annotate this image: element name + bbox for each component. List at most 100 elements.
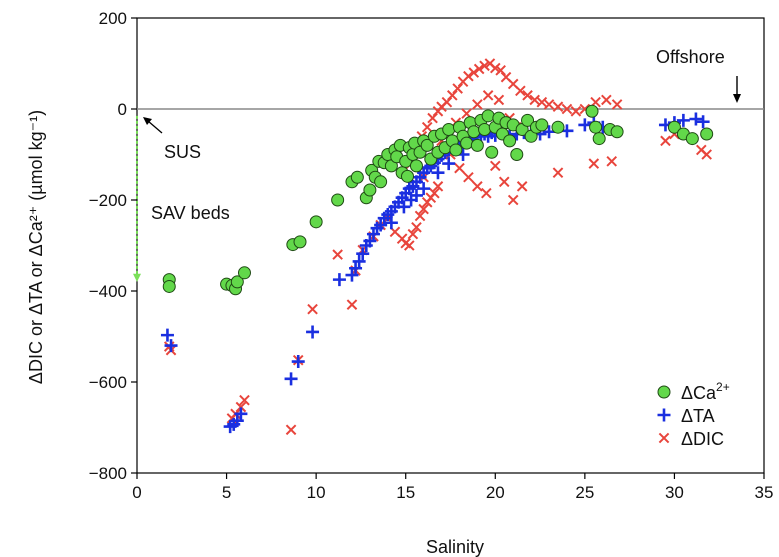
point-ca bbox=[237, 266, 251, 280]
point-ca bbox=[685, 132, 699, 146]
point-ca bbox=[293, 235, 307, 249]
point-dic bbox=[403, 240, 415, 251]
zero-line-layer bbox=[133, 108, 764, 282]
point-ca bbox=[449, 143, 463, 157]
point-dic bbox=[495, 65, 506, 76]
legend: ΔCa2+ ΔTA ΔDIC bbox=[657, 380, 730, 449]
legend-label-ta: ΔTA bbox=[681, 406, 715, 426]
series-ca bbox=[162, 104, 714, 296]
point-dic bbox=[536, 96, 548, 108]
point-ta bbox=[164, 339, 178, 353]
point-ta bbox=[306, 325, 320, 339]
point-dic bbox=[432, 181, 444, 192]
point-dic bbox=[463, 70, 474, 82]
point-dic bbox=[463, 171, 474, 183]
point-dic bbox=[468, 67, 480, 78]
point-dic bbox=[570, 105, 582, 117]
series-layer bbox=[160, 58, 714, 436]
point-dic bbox=[507, 194, 519, 206]
point-ca bbox=[420, 138, 434, 152]
point-dic bbox=[611, 99, 623, 110]
point-ca bbox=[374, 175, 388, 189]
point-ca bbox=[331, 193, 345, 207]
point-ta bbox=[332, 273, 346, 287]
x-tick-label: 15 bbox=[396, 483, 415, 502]
point-dic bbox=[421, 121, 433, 133]
x-tick-label: 5 bbox=[222, 483, 231, 502]
point-dic bbox=[482, 90, 494, 101]
point-dic bbox=[473, 63, 485, 75]
point-dic bbox=[498, 176, 510, 188]
point-ta bbox=[363, 234, 377, 248]
point-ca bbox=[485, 145, 499, 159]
point-ta bbox=[291, 355, 305, 369]
point-ca bbox=[162, 279, 176, 293]
legend-marker-ta bbox=[657, 408, 671, 422]
point-ca bbox=[503, 134, 517, 148]
point-ta bbox=[397, 200, 411, 214]
point-dic bbox=[516, 181, 528, 192]
x-tick-label: 10 bbox=[307, 483, 326, 502]
x-tick-label: 35 bbox=[755, 483, 774, 502]
point-ca bbox=[700, 127, 714, 141]
point-ta bbox=[676, 113, 690, 127]
offshore-arrow-icon bbox=[733, 94, 741, 103]
plot-border bbox=[136, 17, 765, 474]
point-dic bbox=[543, 99, 555, 110]
point-ca bbox=[592, 132, 606, 146]
point-ca bbox=[585, 104, 599, 118]
point-dic bbox=[235, 401, 247, 413]
point-ca bbox=[350, 170, 364, 184]
point-dic bbox=[441, 96, 453, 108]
x-tick-label: 30 bbox=[665, 483, 684, 502]
legend-label-dic: ΔDIC bbox=[681, 429, 724, 449]
legend-marker-dic bbox=[658, 432, 670, 444]
point-ta bbox=[578, 118, 592, 132]
axis-ticks: 0 5 10 15 20 25 30 35 200 0 −200 −400 −600 −800 bbox=[89, 9, 774, 502]
point-ca bbox=[363, 183, 377, 197]
point-ta bbox=[384, 216, 398, 230]
point-dic bbox=[239, 394, 250, 406]
point-ca bbox=[467, 125, 481, 139]
point-dic bbox=[588, 158, 600, 169]
point-ta bbox=[689, 112, 703, 126]
point-dic bbox=[481, 187, 492, 199]
point-ca bbox=[521, 113, 535, 127]
offshore-label: Offshore bbox=[656, 47, 725, 67]
point-dic bbox=[660, 135, 671, 147]
point-ca bbox=[442, 122, 456, 136]
point-ca bbox=[535, 118, 549, 132]
point-ca bbox=[610, 125, 624, 139]
point-ta bbox=[442, 157, 456, 171]
legend-marker-ca bbox=[657, 385, 671, 399]
y-axis-title: ΔDIC or ΔTA or ΔCa²⁺ (µmol kg⁻¹) bbox=[26, 110, 46, 384]
y-tick-label: 200 bbox=[99, 9, 127, 28]
point-dic bbox=[472, 181, 483, 192]
point-dic bbox=[489, 62, 501, 74]
sus-arrow-icon bbox=[143, 117, 152, 125]
point-dic bbox=[489, 160, 501, 172]
point-dic bbox=[454, 162, 465, 174]
y-tick-label: −400 bbox=[89, 282, 127, 301]
point-ta bbox=[234, 407, 248, 421]
x-axis-title: Salinity bbox=[426, 537, 484, 557]
point-ta bbox=[431, 166, 445, 180]
point-ta bbox=[160, 328, 174, 342]
point-dic bbox=[552, 167, 564, 179]
point-dic bbox=[285, 424, 297, 436]
y-tick-label: 0 bbox=[118, 100, 127, 119]
x-tick-label: 25 bbox=[575, 483, 594, 502]
point-ta bbox=[345, 268, 359, 282]
point-dic bbox=[307, 303, 318, 315]
point-dic bbox=[552, 101, 564, 113]
point-ta bbox=[417, 182, 431, 196]
point-ta bbox=[349, 261, 363, 275]
x-tick-label: 20 bbox=[486, 483, 505, 502]
point-dic bbox=[472, 99, 483, 110]
point-ca bbox=[460, 136, 474, 150]
point-dic bbox=[606, 156, 618, 167]
point-ta bbox=[696, 115, 710, 129]
point-ca bbox=[478, 122, 492, 136]
point-ca bbox=[510, 148, 524, 161]
point-ca bbox=[551, 120, 565, 134]
